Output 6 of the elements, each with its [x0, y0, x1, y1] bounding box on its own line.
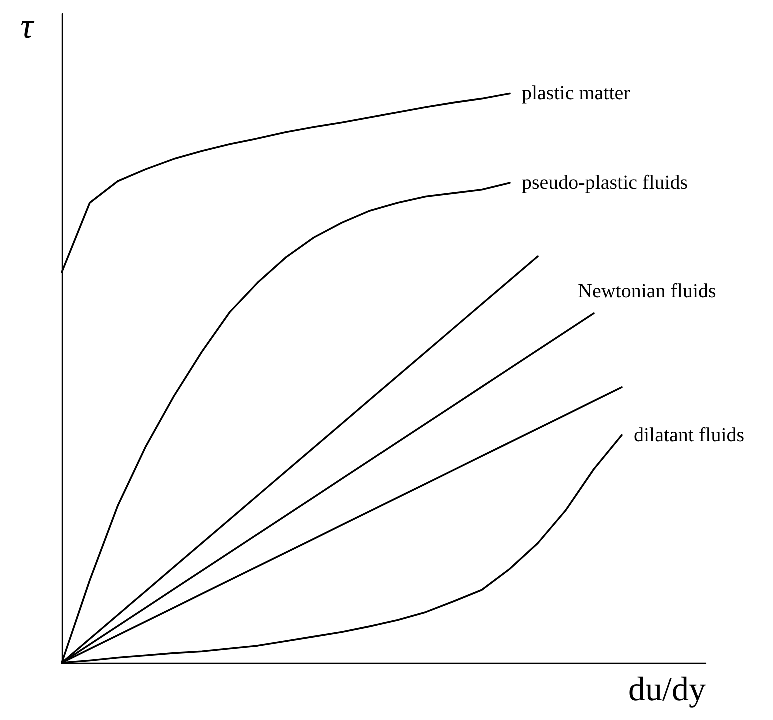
series-label: dilatant fluids [634, 424, 745, 446]
series-label: plastic matter [522, 82, 631, 105]
x-axis-title: du/dy [628, 672, 706, 708]
y-axis-title: τ [20, 6, 35, 46]
series-label: pseudo-plastic fluids [522, 172, 688, 194]
series-label: Newtonian fluids [578, 280, 717, 302]
